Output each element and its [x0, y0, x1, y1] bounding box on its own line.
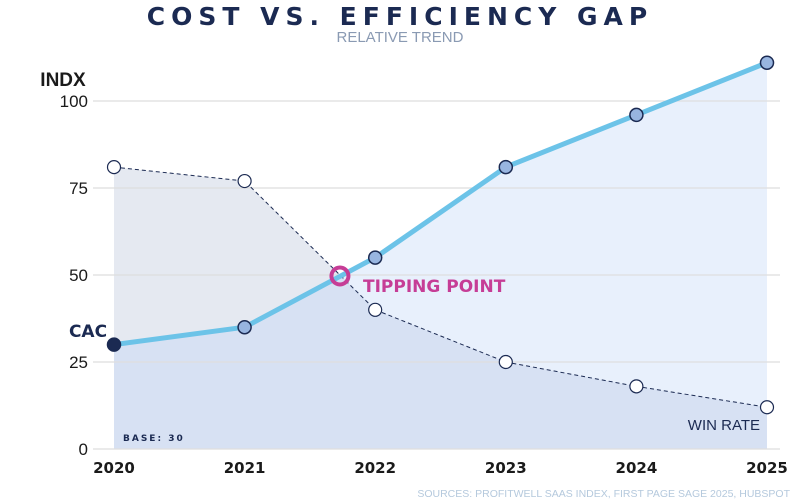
- base-annotation: BASE: 30: [123, 434, 185, 444]
- series-label-cac: CAC: [69, 322, 107, 342]
- x-tick-label: 2023: [485, 459, 527, 477]
- source-note: SOURCES: PROFITWELL SAAS INDEX, FIRST PA…: [417, 488, 790, 500]
- cac-line: [113, 60, 768, 348]
- chart-title: COST VS. EFFICIENCY GAP: [146, 2, 654, 31]
- y-tick-label: 50: [69, 266, 88, 285]
- x-tick-label: 2020: [93, 459, 135, 477]
- x-tick-label: 2021: [224, 459, 266, 477]
- y-tick-label: 0: [79, 440, 88, 459]
- y-axis-label: INDX: [40, 70, 86, 91]
- win-rate-point: [498, 354, 513, 370]
- cac-point: [237, 319, 252, 335]
- tipping-point-label: TIPPING POINT: [363, 277, 506, 297]
- y-tick-label: 25: [69, 353, 88, 372]
- win-rate-point: [106, 160, 122, 175]
- cac-point: [367, 250, 383, 265]
- win-rate-line: [113, 166, 768, 408]
- chart-subtitle: RELATIVE TREND: [336, 29, 464, 46]
- cac-area: [114, 62, 767, 449]
- win-rate-point: [368, 302, 383, 317]
- win-rate-point: [237, 173, 252, 189]
- y-tick-label: 75: [69, 179, 88, 198]
- tipping-point-marker: [329, 265, 351, 287]
- x-tick-label: 2024: [616, 459, 658, 477]
- cac-point: [629, 107, 644, 123]
- win-rate-point: [759, 400, 775, 415]
- win-rate-point: [629, 379, 644, 394]
- series-label-win-rate: WIN RATE: [688, 417, 760, 434]
- y-tick-label: 100: [60, 92, 88, 111]
- cac-point: [498, 159, 514, 175]
- cac-point: [106, 337, 122, 352]
- cac-point: [759, 55, 775, 70]
- x-tick-label: 2025: [746, 459, 788, 477]
- win-rate-area: [114, 167, 767, 449]
- x-tick-label: 2022: [354, 459, 396, 477]
